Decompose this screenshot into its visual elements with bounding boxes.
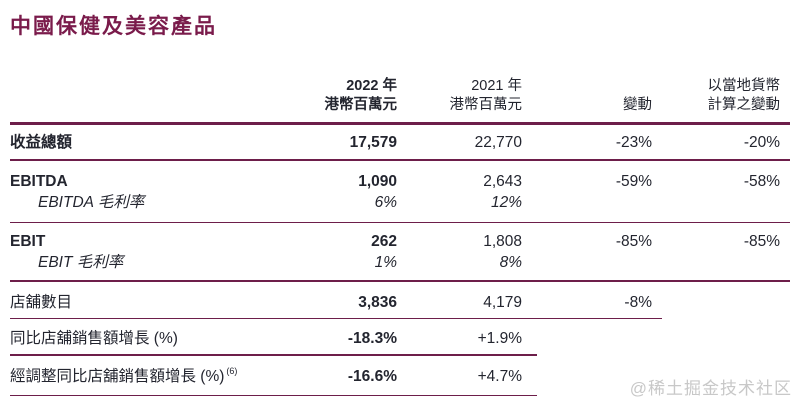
value-2022: 17,579	[349, 134, 397, 151]
table-header: 2022 年 港幣百萬元 2021 年 港幣百萬元 變動 以當地貨幣 計算之變動	[10, 77, 781, 115]
row-label: 店舖數目	[10, 293, 73, 311]
row-label: 收益總額	[10, 134, 73, 151]
financial-table: 2022 年 港幣百萬元 2021 年 港幣百萬元 變動 以當地貨幣 計算之變動…	[10, 77, 806, 396]
row-divider	[10, 159, 790, 161]
column-header-2022-year: 2022 年	[346, 78, 397, 94]
value-2021: 12%	[490, 193, 522, 211]
value-change	[522, 192, 652, 213]
value-change: -8%	[624, 293, 652, 311]
column-header-2021-unit: 港幣百萬元	[449, 97, 523, 113]
row-label: 同比店舖銷售額增長 (%)	[10, 330, 178, 347]
value-2022: 262	[371, 233, 397, 250]
row-divider	[10, 221, 790, 223]
value-local-change	[652, 292, 780, 313]
row-label-text: 經調整同比店舖銷售額增長 (%)	[10, 367, 225, 385]
column-header-change: 變動	[522, 96, 652, 115]
value-2021: 8%	[499, 254, 522, 271]
table-row-ebit: EBIT 262 1,808 -85% -85%	[10, 223, 780, 252]
value-change: -23%	[615, 134, 652, 151]
table-row-ebitda-margin: EBITDA 毛利率 6% 12%	[10, 192, 780, 222]
column-header-change-label: 變動	[623, 97, 652, 113]
value-2021: 2,643	[483, 172, 522, 190]
row-divider	[10, 317, 662, 319]
column-header-2021: 2021 年 港幣百萬元	[397, 77, 523, 115]
column-header-local-line2: 計算之變動	[707, 97, 781, 113]
value-2022: -18.3%	[347, 330, 397, 347]
value-local-change	[652, 192, 780, 213]
column-header-local-currency-change: 以當地貨幣 計算之變動	[652, 77, 781, 115]
value-local-change	[652, 252, 780, 273]
column-header-2022-unit: 港幣百萬元	[324, 97, 398, 113]
table-row-adjusted-same-store-growth: 經調整同比店舖銷售額增長 (%) (6) -16.6% +4.7%	[10, 356, 780, 395]
value-local-change: -20%	[743, 134, 780, 151]
value-2021: +1.9%	[477, 330, 522, 347]
row-label: 經調整同比店舖銷售額增長 (%) (6)	[10, 366, 282, 387]
footnote-marker: (6)	[226, 366, 238, 377]
value-2022: 6%	[374, 193, 397, 211]
row-label: EBITDA	[10, 172, 68, 190]
value-2021: 4,179	[483, 293, 522, 311]
row-label: EBIT	[10, 233, 46, 250]
value-2021: +4.7%	[477, 367, 522, 385]
value-2021: 22,770	[474, 134, 522, 151]
page-title: 中國保健及美容產品	[10, 14, 217, 38]
row-label: EBITDA 毛利率	[38, 193, 145, 211]
value-2022: -16.6%	[347, 367, 397, 385]
value-local-change: -85%	[743, 233, 780, 250]
table-row-store-count: 店舖數目 3,836 4,179 -8%	[10, 282, 780, 318]
table-row-same-store-growth: 同比店舖銷售額增長 (%) -18.3% +1.9%	[10, 319, 780, 354]
value-2022: 1%	[374, 254, 397, 271]
row-divider	[10, 394, 537, 396]
table-row-ebit-margin: EBIT 毛利率 1% 8%	[10, 252, 780, 280]
value-2021: 1,808	[483, 233, 522, 250]
row-divider	[10, 280, 790, 282]
value-change	[522, 328, 652, 349]
value-local-change: -58%	[743, 172, 780, 190]
value-2022: 1,090	[358, 172, 397, 190]
value-change: -59%	[615, 172, 652, 190]
table-row-ebitda: EBITDA 1,090 2,643 -59% -58%	[10, 161, 780, 192]
value-change	[522, 252, 652, 273]
column-header-2021-year: 2021 年	[471, 78, 522, 94]
header-divider	[10, 122, 790, 125]
value-2022: 3,836	[358, 293, 397, 311]
watermark: @稀土掘金技术社区	[629, 379, 792, 398]
column-header-local-line1: 以當地貨幣	[707, 78, 781, 94]
column-header-2022: 2022 年 港幣百萬元	[282, 77, 398, 115]
row-label: EBIT 毛利率	[38, 254, 124, 271]
value-local-change	[652, 328, 780, 349]
value-change: -85%	[615, 233, 652, 250]
table-row-revenue: 收益總額 17,579 22,770 -23% -20%	[10, 125, 780, 159]
row-divider	[10, 354, 537, 356]
